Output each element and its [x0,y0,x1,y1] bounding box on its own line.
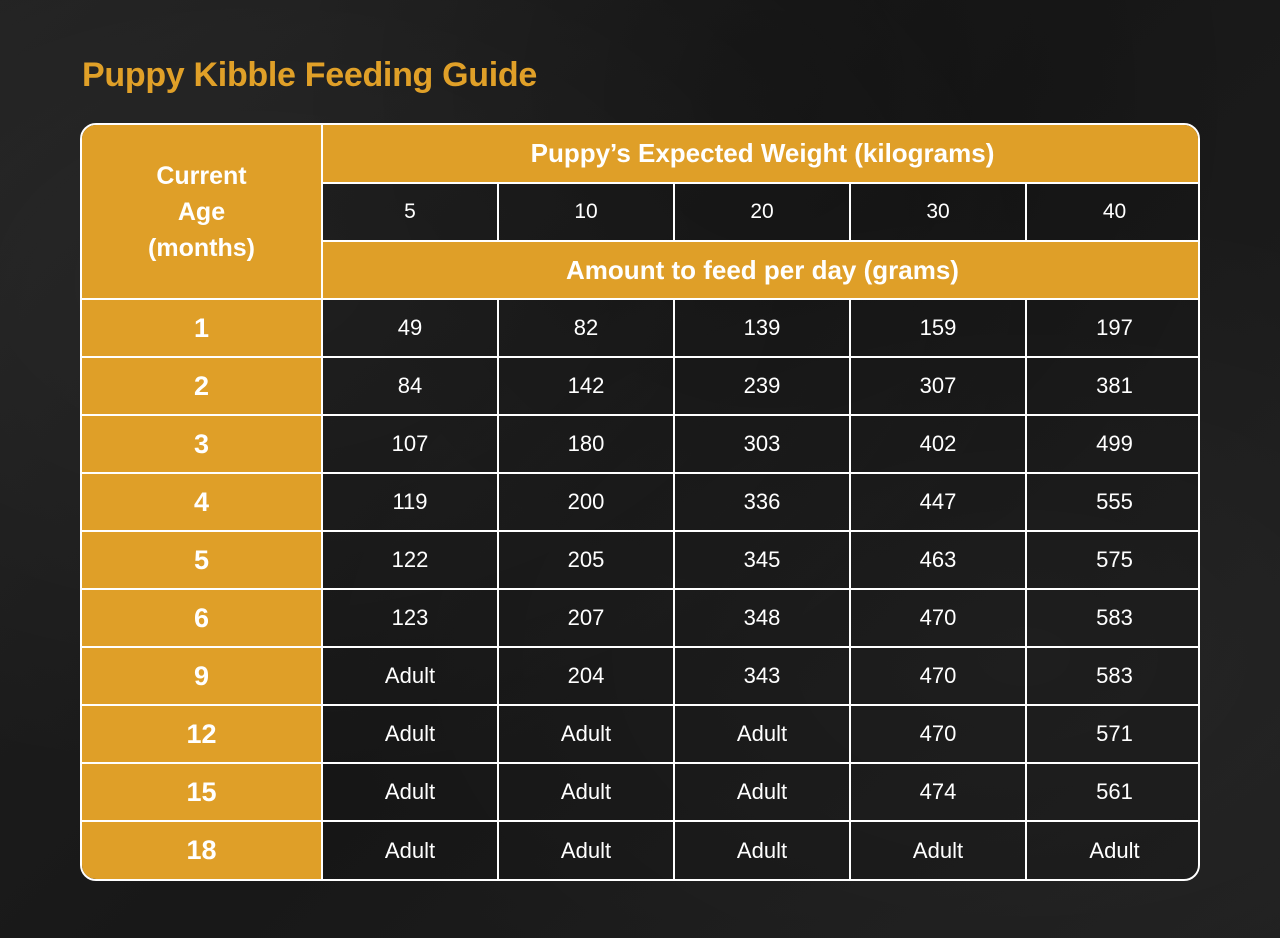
age-header-line-3: (months) [148,233,255,262]
amount-cell: 84 [321,356,499,416]
weight-value: 10 [497,182,675,242]
age-cell: 1 [82,298,323,358]
amount-cell: 307 [849,356,1027,416]
amount-cell: 499 [1025,414,1198,474]
amount-cell: 575 [1025,530,1198,590]
amount-cell: 571 [1025,704,1198,764]
amount-header: Amount to feed per day (grams) [322,240,1198,300]
age-cell: 15 [82,762,323,822]
amount-cell: 159 [849,298,1027,358]
amount-cell: 197 [1025,298,1198,358]
amount-cell: 82 [497,298,675,358]
age-cell: 5 [82,530,323,590]
age-column-header: Current Age (months) [82,125,323,300]
amount-cell: Adult [673,762,851,822]
amount-cell: 49 [321,298,499,358]
amount-cell: 583 [1025,588,1198,648]
amount-cell: 348 [673,588,851,648]
amount-cell: 205 [497,530,675,590]
amount-cell: Adult [321,762,499,822]
age-cell: 9 [82,646,323,706]
weight-value: 20 [673,182,851,242]
weights-row: 5 10 20 30 40 [82,182,1198,242]
amount-cell: 470 [849,646,1027,706]
age-cell: 2 [82,356,323,416]
age-cell: 12 [82,704,323,764]
page-title: Puppy Kibble Feeding Guide [82,56,538,94]
feeding-table-container: Current Age (months) Puppy’s Expected We… [80,123,1200,881]
amount-cell: 123 [321,588,499,648]
age-header-line-1: Current [156,161,247,190]
amount-cell: 381 [1025,356,1198,416]
amount-cell: 119 [321,472,499,532]
age-cell: 18 [82,820,323,879]
table-row: 18 Adult Adult Adult Adult Adult [82,820,1198,879]
amount-cell: Adult [673,820,851,879]
table-row: 9 Adult 204 343 470 583 [82,646,1198,706]
amount-cell: 447 [849,472,1027,532]
amount-cell: 139 [673,298,851,358]
amount-cell: 345 [673,530,851,590]
table-row: 5 122 205 345 463 575 [82,530,1198,590]
amount-cell: 555 [1025,472,1198,532]
amount-cell: 474 [849,762,1027,822]
amount-cell: 463 [849,530,1027,590]
age-cell: 6 [82,588,323,648]
amount-cell: Adult [321,704,499,764]
amount-cell: 402 [849,414,1027,474]
amount-cell: Adult [497,704,675,764]
header-row-amount: Amount to feed per day (grams) [82,240,1198,300]
amount-cell: Adult [673,704,851,764]
weight-header: Puppy’s Expected Weight (kilograms) [321,125,1198,184]
table-row: 1 49 82 139 159 197 [82,298,1198,358]
weight-value: 40 [1025,182,1198,242]
amount-cell: 107 [321,414,499,474]
header-row-weight: Current Age (months) Puppy’s Expected We… [82,125,1198,300]
amount-cell: Adult [849,820,1027,879]
amount-cell: 239 [673,356,851,416]
amount-cell: 142 [497,356,675,416]
amount-cell: 180 [497,414,675,474]
amount-cell: 122 [321,530,499,590]
amount-cell: Adult [321,646,499,706]
age-cell: 3 [82,414,323,474]
table-row: 15 Adult Adult Adult 474 561 [82,762,1198,822]
weight-value: 5 [322,182,499,242]
feeding-guide-table: Current Age (months) Puppy’s Expected We… [82,125,1198,879]
amount-cell: 583 [1025,646,1198,706]
table-row: 3 107 180 303 402 499 [82,414,1198,474]
table-row: 6 123 207 348 470 583 [82,588,1198,648]
amount-cell: 207 [497,588,675,648]
age-cell: 4 [82,472,323,532]
amount-cell: 204 [497,646,675,706]
table-row: 2 84 142 239 307 381 [82,356,1198,416]
amount-cell: Adult [1025,820,1198,879]
amount-cell: 561 [1025,762,1198,822]
age-header-line-2: Age [177,197,226,226]
amount-cell: 303 [673,414,851,474]
amount-cell: 470 [849,588,1027,648]
amount-cell: 200 [497,472,675,532]
weight-value: 30 [849,182,1027,242]
amount-cell: Adult [497,820,675,879]
table-row: 12 Adult Adult Adult 470 571 [82,704,1198,764]
amount-cell: 470 [849,704,1027,764]
amount-cell: 336 [673,472,851,532]
amount-cell: Adult [321,820,499,879]
amount-cell: 343 [673,646,851,706]
amount-cell: Adult [497,762,675,822]
table-row: 4 119 200 336 447 555 [82,472,1198,532]
